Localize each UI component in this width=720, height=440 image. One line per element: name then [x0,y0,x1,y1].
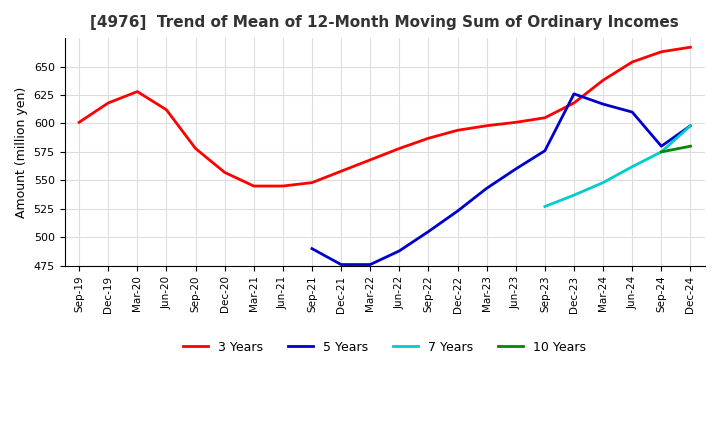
3 Years [75,120,84,125]
3 Years [657,49,666,55]
5 Years [511,166,520,172]
5 Years [337,262,346,267]
5 Years [541,148,549,154]
5 Years [482,186,491,191]
Line: 10 Years: 10 Years [662,146,690,152]
5 Years [599,102,608,107]
10 Years [657,149,666,154]
5 Years [453,209,462,214]
3 Years [366,157,374,162]
3 Years [424,136,433,141]
5 Years [366,262,374,267]
3 Years [482,123,491,128]
3 Years [686,44,695,50]
7 Years [570,192,578,198]
10 Years [686,143,695,149]
3 Years [628,59,636,65]
Line: 7 Years: 7 Years [545,126,690,206]
3 Years [541,115,549,121]
5 Years [570,91,578,96]
5 Years [628,110,636,115]
Legend: 3 Years, 5 Years, 7 Years, 10 Years: 3 Years, 5 Years, 7 Years, 10 Years [178,336,591,359]
5 Years [307,246,316,251]
5 Years [395,248,404,253]
7 Years [628,164,636,169]
3 Years [249,183,258,189]
7 Years [541,204,549,209]
3 Years [453,128,462,133]
3 Years [220,170,229,175]
3 Years [599,77,608,83]
5 Years [657,143,666,149]
Title: [4976]  Trend of Mean of 12-Month Moving Sum of Ordinary Incomes: [4976] Trend of Mean of 12-Month Moving … [91,15,679,30]
3 Years [133,89,142,94]
5 Years [686,123,695,128]
3 Years [337,169,346,174]
Y-axis label: Amount (million yen): Amount (million yen) [15,86,28,217]
3 Years [279,183,287,189]
7 Years [599,180,608,185]
3 Years [104,100,112,106]
3 Years [395,146,404,151]
7 Years [686,123,695,128]
7 Years [657,149,666,154]
5 Years [424,229,433,234]
3 Years [192,146,200,151]
3 Years [307,180,316,185]
3 Years [570,100,578,106]
3 Years [162,107,171,113]
3 Years [511,120,520,125]
Line: 5 Years: 5 Years [312,94,690,264]
Line: 3 Years: 3 Years [79,47,690,186]
